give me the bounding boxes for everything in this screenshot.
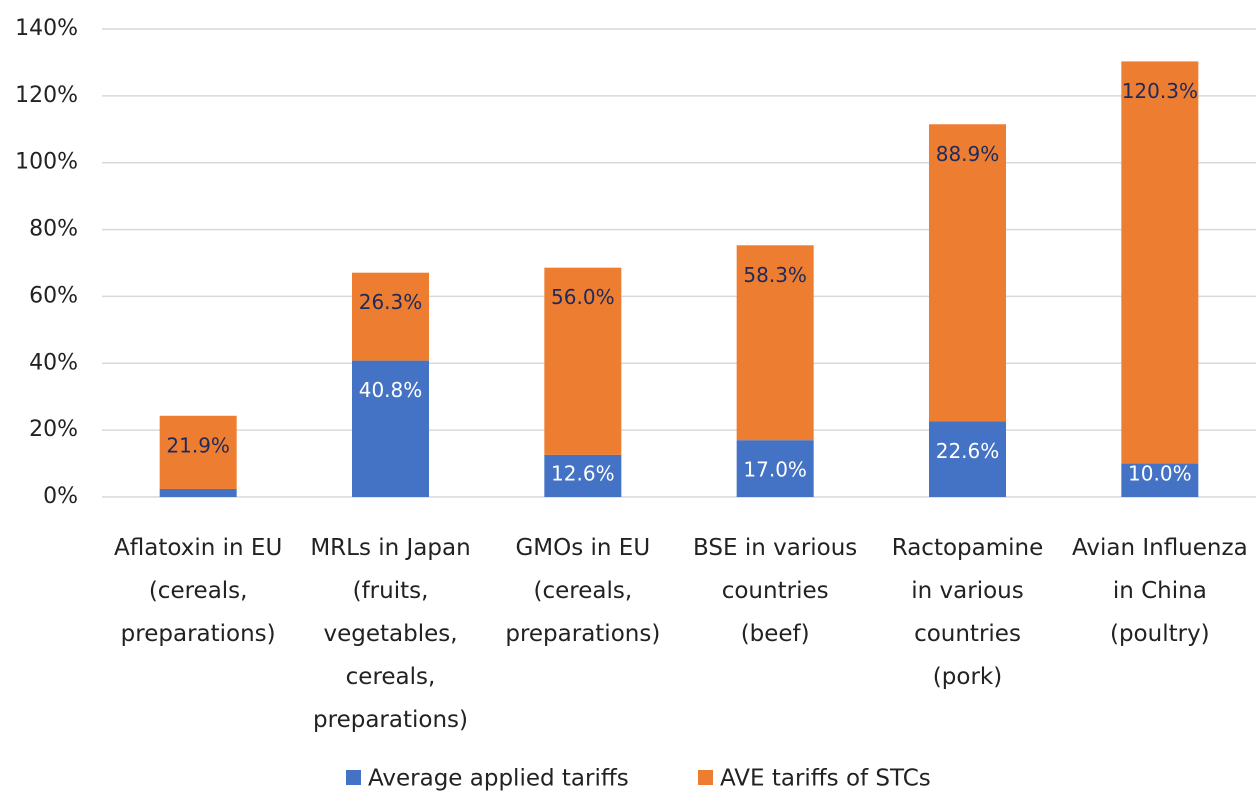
x-tick-line: countries [722,578,829,604]
legend-label: Average applied tariffs [368,766,629,792]
data-label: 21.9% [166,433,230,457]
y-tick-label: 0% [43,484,78,509]
x-tick-line: preparations) [505,621,660,647]
x-tick-line: preparations) [121,621,276,647]
x-tick-line: in various [911,578,1023,604]
bar-segment [159,415,237,489]
x-tick-line: preparations) [313,707,468,733]
bar-segment [1121,61,1199,464]
bar-segment [736,245,814,441]
x-tick-line: (cereals, [534,578,633,604]
data-label: 58.3% [743,263,807,287]
data-label: 56.0% [551,285,615,309]
x-tick-line: in China [1113,578,1207,604]
bar-segment [352,360,429,497]
bar-segment [929,421,1006,497]
x-tick-line: BSE in various [693,535,857,561]
x-tick-line: (beef) [741,621,810,647]
y-tick-label: 60% [29,283,78,308]
x-tick-line: cereals, [346,664,436,690]
data-label: 26.3% [359,290,423,314]
data-label: 12.6% [551,462,615,486]
y-tick-label: 140% [15,16,78,41]
bar-segment [159,488,237,497]
y-tick-label: 40% [29,350,78,375]
data-label: 22.6% [936,439,1000,463]
x-tick-label: BSE in various countries (beef) [693,535,857,647]
bar-segment [352,272,429,361]
y-tick-label: 120% [15,83,78,108]
x-tick-line: (poultry) [1110,621,1210,647]
y-tick-label: 80% [29,217,78,242]
x-tick-line: (pork) [933,664,1002,690]
x-tick-line: vegetables, [323,621,457,647]
bar-segment [544,267,622,455]
x-tick-line: (cereals, [149,578,248,604]
legend-swatch [346,770,361,785]
x-tick-label: Aflatoxin in EU (cereals, preparations) [114,535,282,647]
x-tick-line: MRLs in Japan [310,535,470,561]
x-tick-label: MRLs in Japan (fruits, vegetables, cereals,… [310,535,470,733]
legend-swatch [698,770,713,785]
x-tick-label: GMOs in EU (cereals, preparations) [505,535,660,647]
legend-label: AVE tariffs of STCs [720,766,931,792]
x-tick-line: Ractopamine [892,535,1044,561]
data-label: 120.3% [1122,79,1198,103]
x-tick-line: Aflatoxin in EU [114,535,282,561]
bar-segment [544,454,622,497]
bar-segment [929,124,1006,422]
x-tick-line: countries [914,621,1021,647]
y-tick-label: 100% [15,150,78,175]
bar-segment [1121,463,1199,497]
x-tick-line: (fruits, [353,578,429,604]
data-label: 17.0% [743,458,807,482]
y-tick-label: 20% [29,417,78,442]
bar-segment [736,440,814,497]
x-tick-label: Avian Influenza in China (poultry) [1072,535,1248,647]
data-label: 88.9% [936,142,1000,166]
x-tick-label: Ractopamine in various countries (pork) [892,535,1044,690]
data-label: 10.0% [1128,462,1192,486]
data-label: 40.8% [359,378,423,402]
x-tick-line: Avian Influenza [1072,535,1248,561]
x-tick-line: GMOs in EU [515,535,650,561]
